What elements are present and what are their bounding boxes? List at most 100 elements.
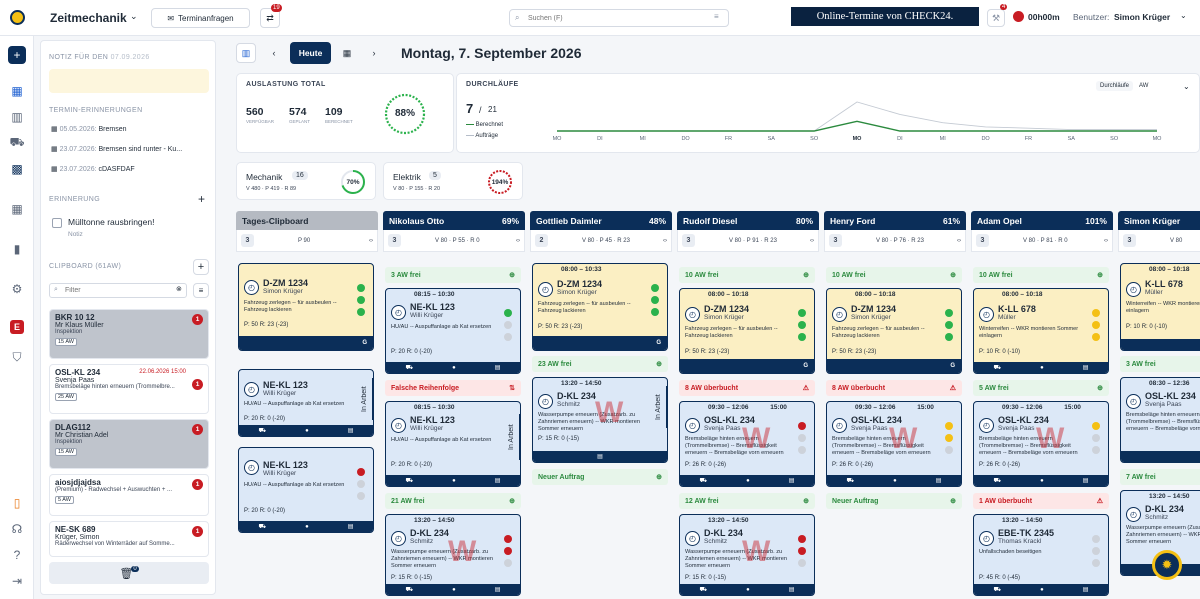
list-item[interactable]: ▦ 23.07.2026: cDASFDAF (51, 166, 135, 173)
notiz-field[interactable] (49, 69, 209, 93)
appointment-card[interactable]: 08:15 – 10:30 ◴ NE-KL 123 Willi Krüger H… (385, 288, 521, 374)
free-slot[interactable]: 10 AW frei ⊕ (973, 267, 1109, 283)
appointment-card[interactable]: 09:30 – 12:06 15:00 ◴ OSL-KL 234 Svenja … (826, 401, 962, 487)
user-name[interactable]: Simon Krüger (1114, 12, 1171, 22)
notifications-button[interactable]: ⇄ (260, 8, 280, 28)
car-icon[interactable]: ⛟ (9, 135, 25, 149)
search-icon: ⌕ (515, 13, 520, 22)
help-icon[interactable]: ? (13, 548, 21, 562)
appointment-card[interactable]: 08:15 – 10:30 ◴ NE-KL 123 Willi Krüger H… (385, 401, 521, 487)
check24-banner[interactable]: Online-Termine von CHECK24. (791, 7, 979, 26)
phone-icon[interactable]: ▯ (13, 496, 21, 510)
appointment-card[interactable]: 08:00 – 10:33 ◴ D-ZM 1234 Simon Krüger F… (532, 263, 668, 351)
board-icon[interactable]: ▩ (11, 162, 23, 176)
chevron-right-icon: › (372, 48, 376, 58)
e-badge-icon[interactable]: E (10, 320, 24, 334)
new-order-slot[interactable]: Neuer Auftrag ⊕ (826, 493, 962, 509)
appointment-card[interactable]: ◴ NE-KL 123 Willi Krüger HU/AU -- Auspuf… (238, 369, 374, 437)
headset-icon[interactable]: ☊ (11, 522, 23, 536)
shield-icon[interactable]: ⛉ (12, 349, 22, 364)
expand-icon[interactable]: ‹› (663, 237, 667, 244)
appointment-card[interactable]: 13:20 – 14:50 ◴ EBE-TK 2345 Thomas Krack… (973, 514, 1109, 596)
gear-icon[interactable]: ⚙ (11, 282, 23, 296)
clipboard-item[interactable]: BKR 10 12 Mr Klaus Müller Inspektion 15 … (49, 309, 209, 359)
appointment-card[interactable]: ◴ D-ZM 1234 Simon Krüger Fahrzeug zerleg… (238, 263, 374, 351)
filter-icon[interactable]: ≡ (714, 12, 719, 21)
timer-icon[interactable] (1013, 11, 1024, 22)
clipboard-item[interactable]: DLAG112 Mr Christian Adel Inspektion 15 … (49, 419, 209, 469)
new-order-slot[interactable]: Neuer Auftrag ⊕ (532, 469, 668, 485)
today-button[interactable]: Heute (290, 42, 331, 64)
clipboard-item[interactable]: aiosjdjajdsa (Premium) - Radwechsel + Au… (49, 474, 209, 516)
free-slot[interactable]: 5 AW frei ⊕ (973, 380, 1109, 396)
appointment-card[interactable]: 13:20 – 14:50 ◴ D-KL 234 Schmitz Wasserp… (532, 377, 668, 463)
calendar-picker-button[interactable]: ▦ (337, 43, 357, 63)
clear-icon[interactable]: ⊗ (176, 286, 182, 293)
free-slot[interactable]: 10 AW frei ⊕ (826, 267, 962, 283)
list-item[interactable]: ▦ 23.07.2026: Bremsen sind runter - Ku..… (51, 146, 183, 153)
appointment-card[interactable]: 09:30 – 12:06 15:00 ◴ OSL-KL 234 Svenja … (679, 401, 815, 487)
add-icon[interactable]: + (8, 46, 26, 64)
series-line-1 (557, 101, 1157, 132)
avatar: ◴ (979, 531, 994, 546)
expand-icon[interactable]: ‹› (516, 237, 520, 244)
durchlaeufe-title: DURCHLÄUFE (466, 81, 519, 88)
free-slot[interactable]: 10 AW frei ⊕ (679, 267, 815, 283)
app-title[interactable]: Zeitmechanik (50, 11, 127, 25)
free-slot[interactable]: 21 AW frei ⊕ (385, 493, 521, 509)
trash-dropzone[interactable]: 🗑 0 (49, 562, 209, 584)
assistant-fab[interactable]: ✹ (1152, 550, 1182, 580)
chevron-down-icon[interactable]: ⌄ (1183, 82, 1190, 91)
tab-durchlaeufe[interactable]: Durchläufe (1096, 81, 1134, 91)
free-slot[interactable]: 12 AW frei ⊕ (679, 493, 815, 509)
terminanfragen-button[interactable]: ✉ Terminanfragen (151, 8, 250, 28)
expand-icon[interactable]: ‹› (369, 237, 373, 244)
panel-toggle-button[interactable]: ▥ (236, 43, 256, 63)
appointment-card[interactable]: 08:30 – 12:36 ◴ OSL-KL 234 Svenja Paas B… (1120, 377, 1200, 463)
group-card-mechanik[interactable]: Mechanik 16 V 480 · P 419 · R 89 70% (236, 162, 376, 200)
search-input[interactable] (528, 12, 708, 24)
appointment-card[interactable]: 08:00 – 10:18 ◴ D-ZM 1234 Simon Krüger F… (826, 288, 962, 374)
avatar: ◴ (538, 394, 553, 409)
add-reminder-icon[interactable]: + (198, 192, 206, 206)
appointment-card[interactable]: 08:00 – 10:18 ◴ K-LL 678 Müller Winterre… (1120, 263, 1200, 351)
doc-icon: ▤ (347, 428, 354, 434)
calendar-icon[interactable]: ▦ (11, 84, 23, 98)
cart-button[interactable]: ⚒ (987, 9, 1005, 27)
search-bar[interactable]: ⌕ ≡ (509, 9, 729, 27)
grid-icon[interactable]: ▦ (11, 202, 23, 216)
group-card-elektrik[interactable]: Elektrik 5 V 80 · P 155 · R 20 194% (383, 162, 523, 200)
free-slot[interactable]: 7 AW frei (1120, 469, 1200, 485)
clipboard-item[interactable]: OSL-KL 234 Svenja Paas Bremsbeläge hinte… (49, 364, 209, 414)
appointment-card[interactable]: 08:00 – 10:18 ◴ K-LL 678 Müller Winterre… (973, 288, 1109, 374)
todo-checkbox[interactable] (52, 218, 62, 228)
logout-icon[interactable]: ⇥ (11, 574, 23, 588)
chevron-down-icon[interactable]: ⌄ (1180, 11, 1187, 20)
appointment-card[interactable]: 09:30 – 12:06 15:00 ◴ OSL-KL 234 Svenja … (973, 401, 1109, 487)
free-slot[interactable]: 23 AW frei ⊕ (532, 356, 668, 372)
expand-icon[interactable]: ‹› (1104, 237, 1108, 244)
appointment-card[interactable]: ◴ NE-KL 123 Willi Krüger HU/AU -- Auspuf… (238, 447, 374, 533)
add-clipboard-button[interactable]: + (193, 259, 209, 275)
filter-button[interactable]: ≡ (193, 283, 209, 298)
prev-day-button[interactable]: ‹ (264, 43, 284, 63)
chevron-down-icon[interactable]: ⌄ (130, 11, 138, 21)
free-slot[interactable]: 3 AW frei ⊕ (385, 267, 521, 283)
chart-icon[interactable]: ▮ (13, 242, 21, 256)
appointment-card[interactable]: 13:20 – 14:50 ◴ D-KL 234 Schmitz Wasserp… (385, 514, 521, 596)
expand-icon[interactable]: ‹› (957, 237, 961, 244)
next-day-button[interactable]: › (364, 43, 384, 63)
appointment-card[interactable]: 08:00 – 10:18 ◴ D-ZM 1234 Simon Krüger F… (679, 288, 815, 374)
filter-input[interactable] (65, 285, 165, 296)
add-icon: ⊕ (656, 474, 662, 481)
free-slot[interactable]: 3 AW frei (1120, 356, 1200, 372)
columns-icon[interactable]: ▥ (11, 110, 23, 124)
clipboard-item[interactable]: NE-SK 689 Krüger, Simon Räderwechsel von… (49, 521, 209, 557)
reminder-list: ▦ 05.05.2026: Bremsen ▦ 23.07.2026: Brem… (51, 125, 213, 185)
appointment-card[interactable]: 13:20 – 14:50 ◴ D-KL 234 Schmitz Wasserp… (679, 514, 815, 596)
expand-icon[interactable]: ‹› (810, 237, 814, 244)
app-logo[interactable] (10, 10, 25, 25)
list-item[interactable]: ▦ 05.05.2026: Bremsen (51, 126, 127, 133)
tab-aw[interactable]: AW (1139, 83, 1149, 89)
filter-field[interactable]: ⌕ ⊗ (49, 283, 187, 298)
